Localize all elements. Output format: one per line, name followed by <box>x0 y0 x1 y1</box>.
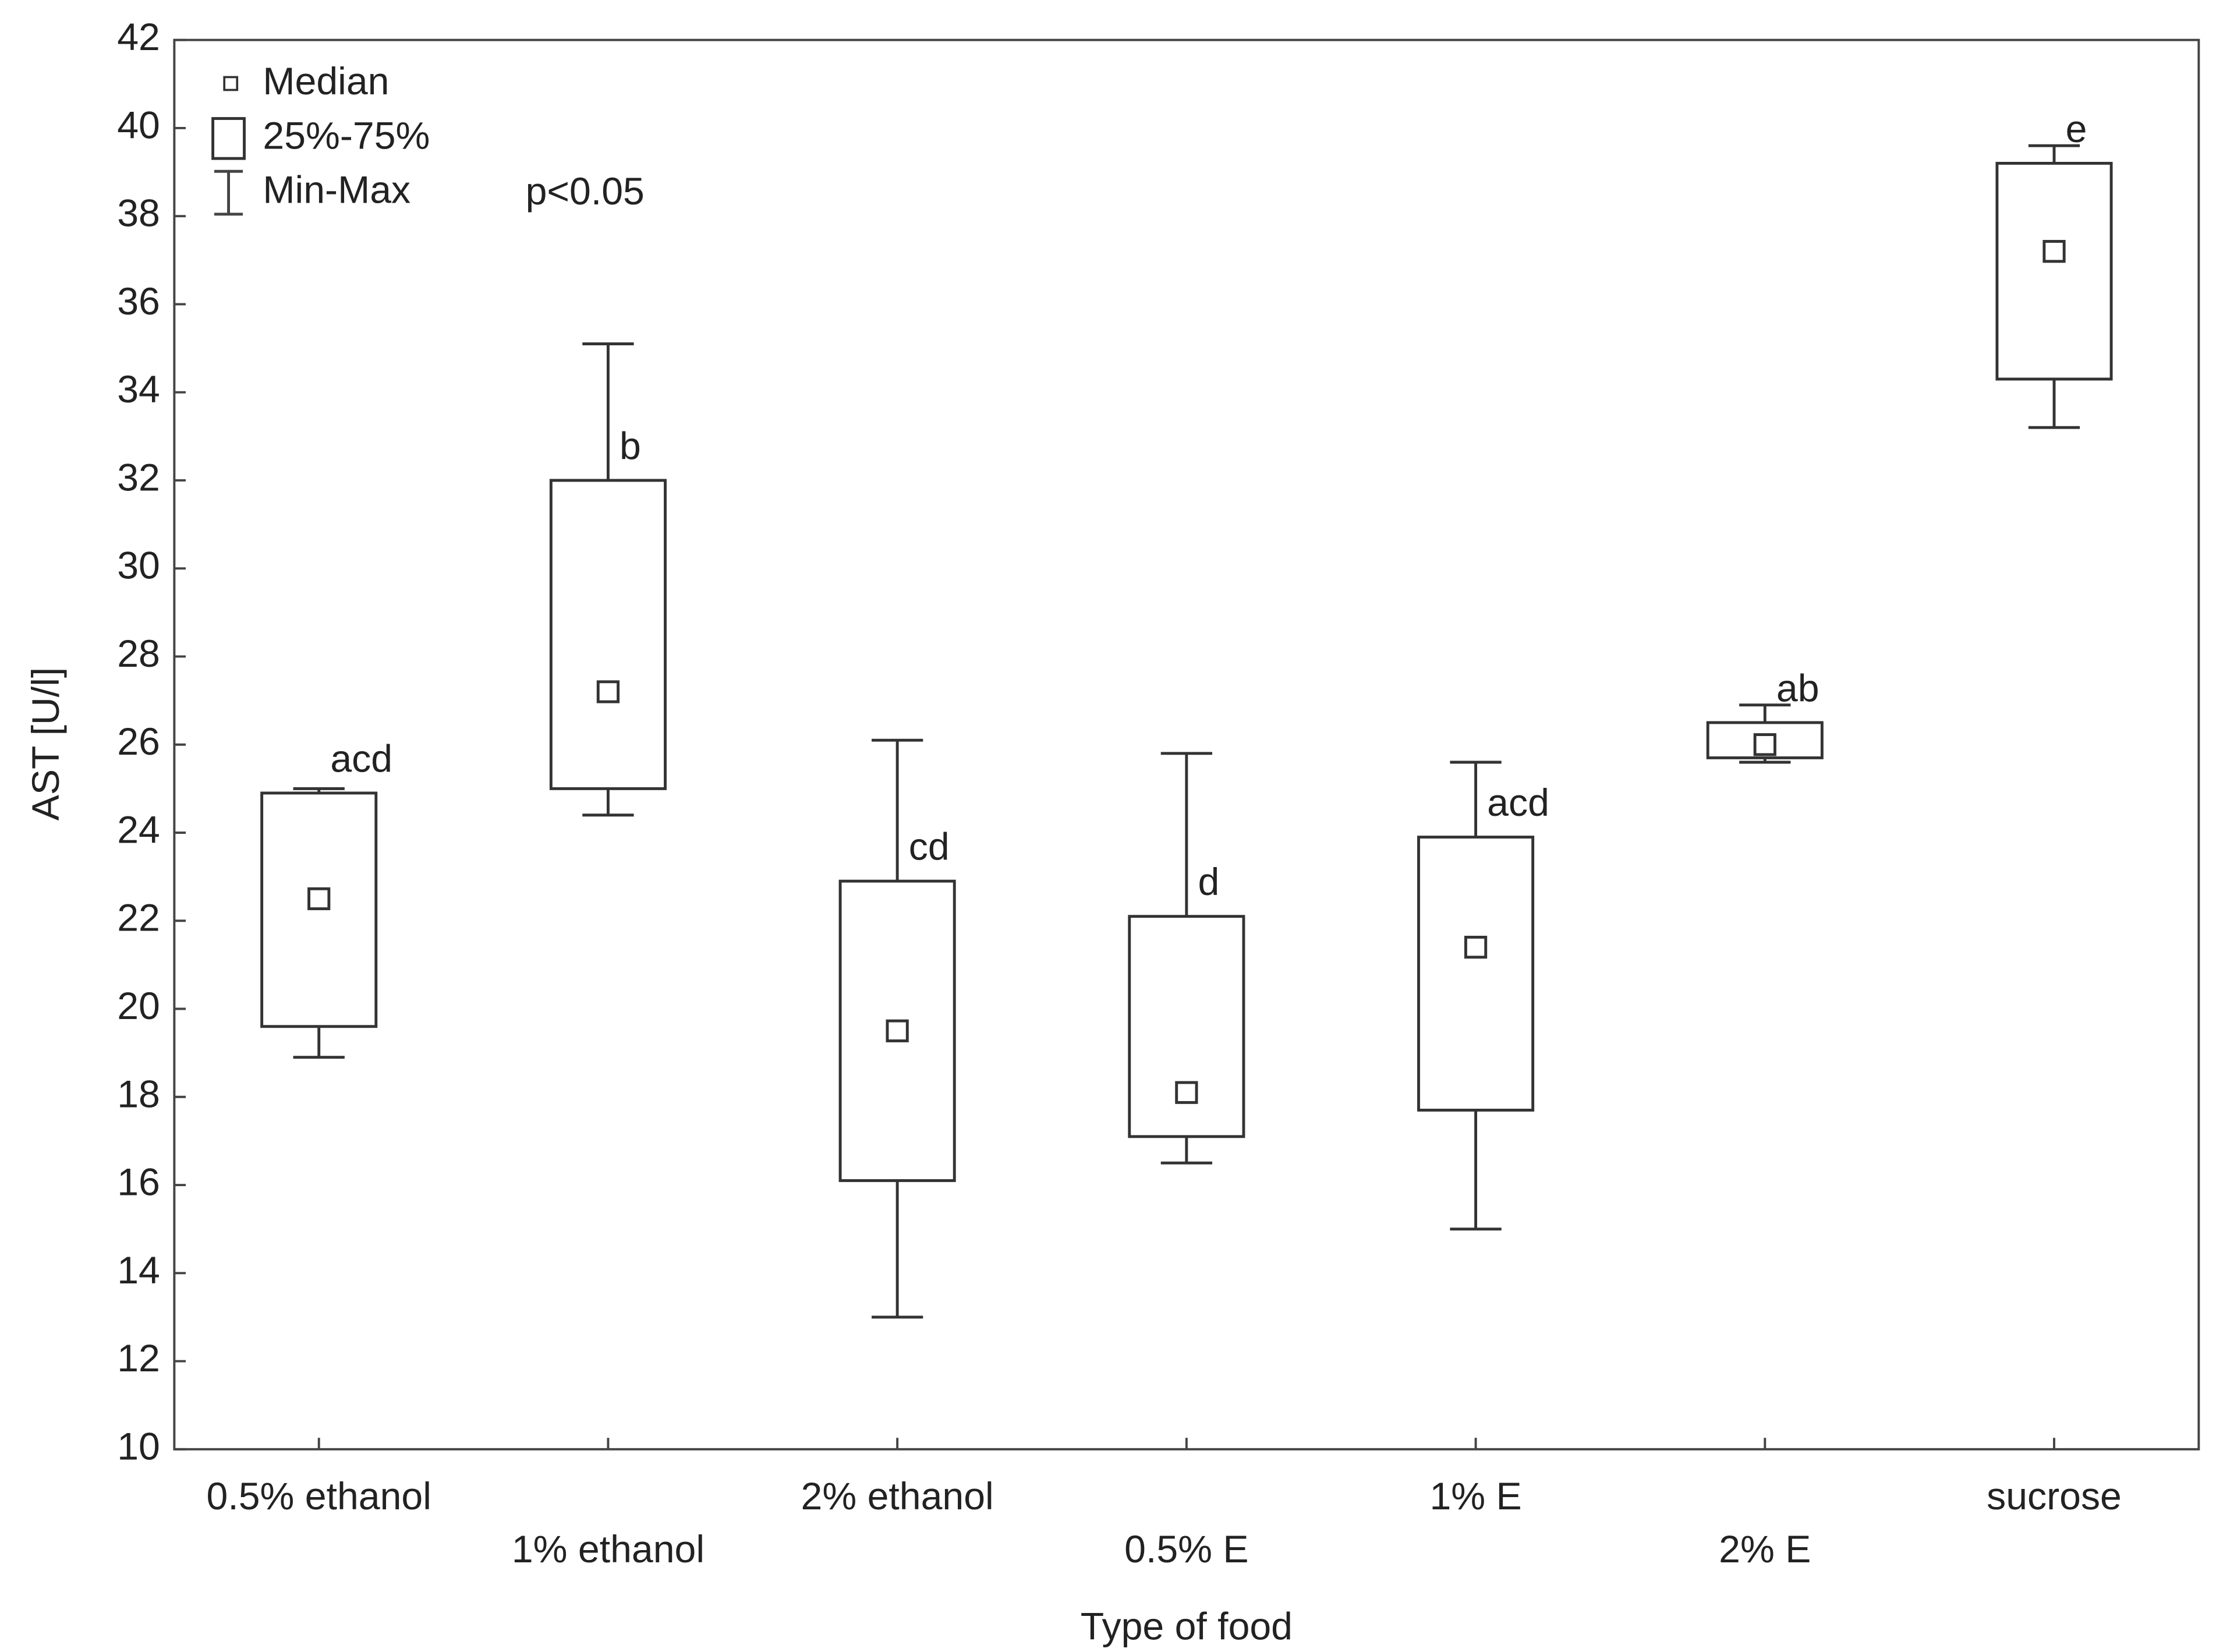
y-tick-label: 38 <box>117 192 160 235</box>
y-tick-label: 18 <box>117 1073 160 1116</box>
y-tick-label: 10 <box>117 1425 160 1468</box>
x-axis-label: Type of food <box>1081 1605 1293 1648</box>
legend-label: Median <box>263 60 389 103</box>
y-tick-label: 30 <box>117 544 160 588</box>
x-tick-label: 1% E <box>1429 1475 1521 1518</box>
y-axis-label: AST [U/l] <box>24 667 68 821</box>
legend-label: 25%-75% <box>263 114 430 157</box>
group-label: b <box>620 425 641 468</box>
x-tick-label: 2% ethanol <box>801 1475 994 1518</box>
median-marker <box>307 887 331 911</box>
legend-box-icon <box>211 117 246 160</box>
plot-frame <box>173 38 2200 1451</box>
median-marker <box>1175 1081 1198 1104</box>
group-label: ab <box>1776 667 1819 710</box>
y-tick-label: 40 <box>117 104 160 147</box>
box <box>1995 161 2113 381</box>
y-tick-label: 34 <box>117 368 160 411</box>
y-tick-label: 14 <box>117 1249 160 1292</box>
y-tick-label: 24 <box>117 808 160 851</box>
median-marker <box>886 1019 909 1042</box>
x-tick-label: 1% ethanol <box>512 1528 705 1571</box>
median-marker <box>1753 733 1776 756</box>
y-tick-label: 12 <box>117 1337 160 1380</box>
y-tick-label: 32 <box>117 456 160 499</box>
y-tick-label: 28 <box>117 632 160 675</box>
median-marker <box>2042 240 2066 263</box>
y-tick-label: 16 <box>117 1161 160 1204</box>
group-label: acd <box>330 737 392 780</box>
group-label: acd <box>1487 781 1549 825</box>
median-marker <box>1464 936 1488 959</box>
legend-whisker-icon <box>214 169 243 216</box>
legend-median-icon <box>223 76 239 91</box>
y-tick-label: 26 <box>117 720 160 763</box>
group-label: d <box>1198 861 1219 904</box>
y-tick-label: 42 <box>117 16 160 59</box>
box <box>549 479 667 790</box>
x-tick-label: sucrose <box>1987 1475 2122 1518</box>
x-tick-label: 2% E <box>1719 1528 1811 1571</box>
legend: Median 25%-75% Min-Max <box>211 60 430 216</box>
y-tick-label: 22 <box>117 897 160 940</box>
box <box>1417 836 1535 1112</box>
y-tick-label: 36 <box>117 280 160 323</box>
x-tick-label: 0.5% E <box>1124 1528 1248 1571</box>
group-label: e <box>2066 108 2087 151</box>
group-label: cd <box>909 826 950 869</box>
median-marker <box>596 680 620 703</box>
x-tick-label: 0.5% ethanol <box>207 1475 431 1518</box>
annotation: p<0.05 <box>526 170 645 213</box>
y-tick-label: 20 <box>117 985 160 1028</box>
legend-label: Min-Max <box>263 169 410 212</box>
